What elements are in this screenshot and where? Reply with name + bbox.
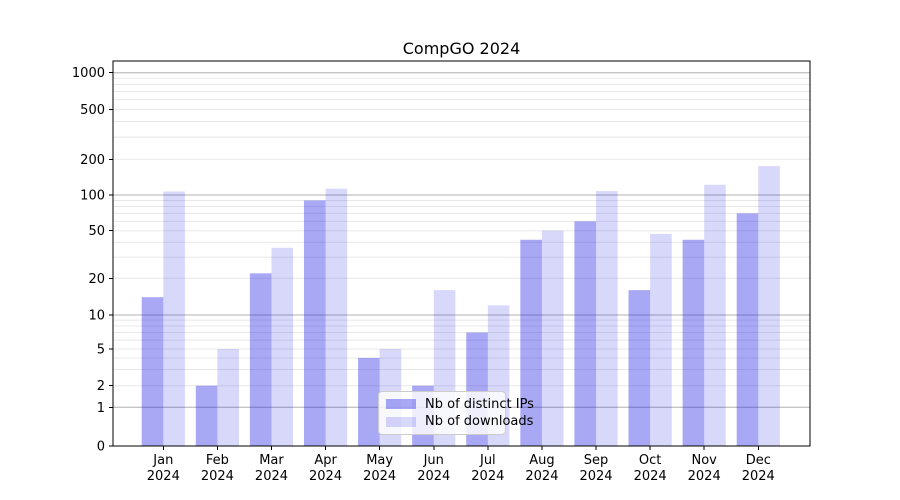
x-tick-label-year: 2024 [634,469,667,484]
bar-ips-aug [520,239,542,446]
legend: Nb of distinct IPs Nb of downloads [378,391,534,435]
x-tick-label-month: Jul [479,453,496,468]
bar-downloads-feb [217,349,239,446]
x-tick-label-month: Nov [692,453,718,468]
bar-ips-feb [195,385,218,446]
x-tick-label-month: Jun [423,453,444,468]
x-tick-label-year: 2024 [417,469,450,484]
x-tick-label-year: 2024 [201,469,234,484]
bar-ips-dec [736,213,759,446]
x-tick-label-month: Dec [746,453,771,468]
bar-ips-apr [303,200,326,446]
y-tick-label: 10 [88,308,105,323]
x-tick-label-month: Apr [314,453,337,468]
y-tick-label: 20 [88,272,105,287]
x-tick-label-year: 2024 [742,469,775,484]
bar-ips-nov [682,239,705,446]
bar-ips-jan [141,297,164,446]
x-tick-label-year: 2024 [309,469,342,484]
legend-swatch-distinct-ips [386,399,416,410]
bar-downloads-aug [541,230,564,446]
y-tick-label: 2 [97,379,105,394]
x-tick-label-month: May [366,453,393,468]
y-tick-label: 5 [97,343,105,358]
bar-downloads-oct [650,233,672,446]
bar-ips-may [358,357,380,446]
x-tick-label-month: Feb [206,453,229,468]
x-tick-label-year: 2024 [363,469,396,484]
x-tick-label-year: 2024 [471,469,504,484]
y-tick-label: 500 [80,103,105,118]
bar-downloads-nov [704,184,726,447]
legend-label-distinct-ips: Nb of distinct IPs [425,396,534,412]
x-tick-label-month: Sep [584,453,609,468]
bar-downloads-dec [758,166,780,446]
axis-frame [112,60,811,447]
bar-ips-sep [574,221,597,446]
legend-swatch-downloads [386,416,416,427]
x-tick-label-month: Aug [529,453,554,468]
y-tick-label: 50 [88,224,105,239]
x-tick-label-year: 2024 [147,469,180,484]
legend-item-downloads: Nb of downloads [386,414,533,429]
y-tick-label: 200 [80,153,105,168]
bar-downloads-mar [271,247,294,446]
bar-downloads-sep [596,191,618,446]
chart-title: CompGO 2024 [402,39,521,58]
bar-ips-oct [628,290,651,446]
bar-ips-mar [249,273,272,446]
y-tick-label: 1000 [72,66,105,81]
x-tick-label-year: 2024 [579,469,612,484]
x-tick-label-year: 2024 [255,469,288,484]
legend-label-downloads: Nb of downloads [425,414,534,430]
x-tick-label-year: 2024 [688,469,721,484]
bar-downloads-jan [163,191,185,446]
y-tick-label: 1 [97,401,105,416]
y-tick-label: 100 [80,189,105,204]
x-tick-label-year: 2024 [525,469,558,484]
x-tick-label-month: Oct [639,453,661,468]
x-tick-label-month: Mar [259,453,284,468]
bar-downloads-apr [325,188,348,446]
legend-item-distinct-ips: Nb of distinct IPs [386,397,534,412]
y-tick-label: 0 [97,440,105,455]
x-tick-label-month: Jan [152,453,173,468]
